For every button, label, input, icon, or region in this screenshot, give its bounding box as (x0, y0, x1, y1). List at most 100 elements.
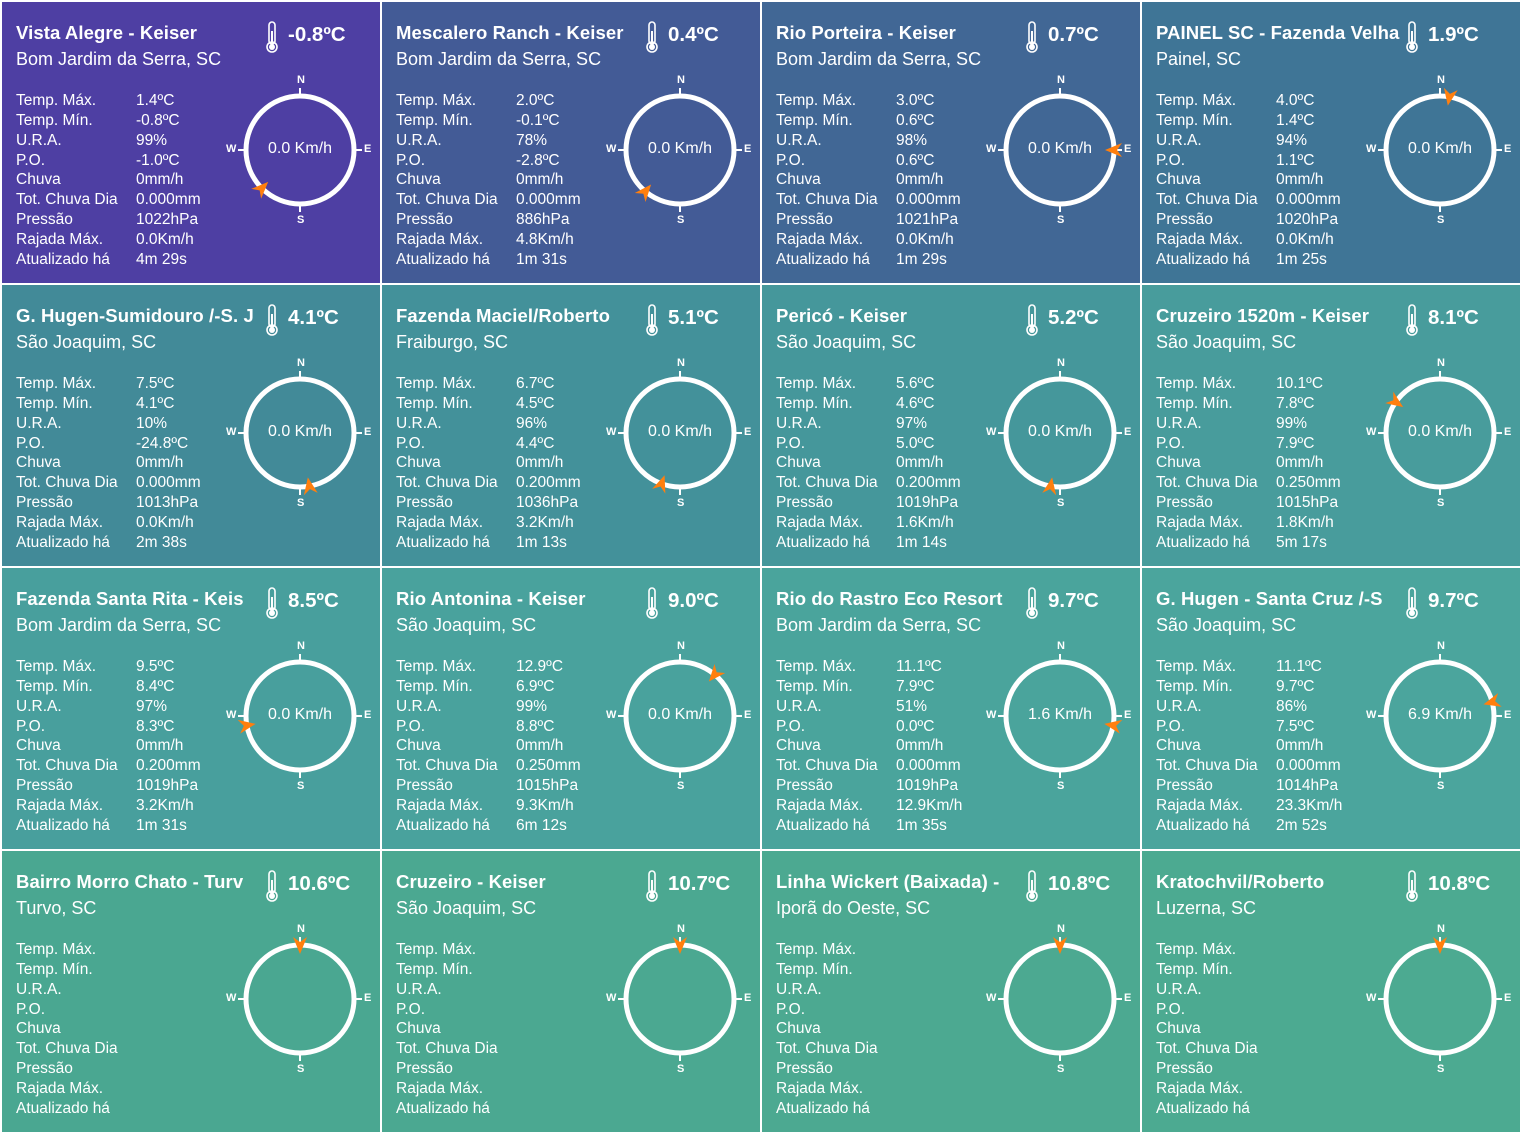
stat-value: 0.000mm (1276, 757, 1341, 775)
station-city: São Joaquim, SC (1156, 332, 1297, 352)
stat-value: 1014hPa (1276, 777, 1339, 795)
compass-west-label: W (606, 143, 617, 155)
stat-value: 3.0ºC (896, 92, 935, 109)
stat-label: Chuva (396, 1020, 441, 1038)
station-card[interactable]: Bairro Morro Chato - Turv Turvo, SC 10.6… (2, 851, 380, 1132)
station-card[interactable]: PAINEL SC - Fazenda Velha Painel, SC 1.9… (1142, 2, 1520, 283)
stat-value: 0.250mm (516, 757, 581, 775)
wind-speed: 0.0 Km/h (267, 423, 333, 440)
stat-label: Temp. Máx. (396, 658, 477, 675)
thermometer-icon (1025, 21, 1039, 53)
station-card[interactable]: G. Hugen - Santa Cruz /-S São Joaquim, S… (1142, 568, 1520, 849)
compass-west-label: W (986, 992, 997, 1004)
thermometer-icon (265, 587, 279, 619)
stat-value: 0.000mm (136, 474, 201, 492)
stat-value: 99% (516, 697, 548, 715)
stat-value: 7.8ºC (1276, 394, 1315, 412)
stat-label: Rajada Máx. (16, 796, 104, 814)
compass-south-label: S (1437, 497, 1445, 509)
stat-value: 1015hPa (1276, 494, 1339, 512)
stat-label: P.O. (1156, 1000, 1186, 1018)
stat-label: Pressão (776, 1060, 833, 1078)
stat-label: Temp. Máx. (1156, 658, 1237, 675)
stat-label: Temp. Mín. (776, 960, 853, 978)
stat-label: Chuva (776, 454, 821, 472)
current-temperature: 1.9ºC (1428, 23, 1479, 46)
stat-label: U.R.A. (776, 697, 822, 715)
wind-compass: N S W E 0.0 Km/h (220, 353, 371, 513)
station-name: PAINEL SC - Fazenda Velha (1156, 22, 1400, 43)
compass-east-label: E (364, 709, 372, 721)
stat-label: Rajada Máx. (16, 513, 104, 531)
stat-label: Pressão (1156, 211, 1213, 229)
stat-value: 6.7ºC (516, 375, 555, 392)
stat-value: 4.1ºC (136, 394, 175, 412)
stat-value: 0mm/h (516, 171, 564, 189)
stat-label: Chuva (776, 737, 821, 755)
station-card[interactable]: Rio do Rastro Eco Resort Bom Jardim da S… (762, 568, 1140, 849)
stat-label: Pressão (396, 494, 453, 512)
stat-label: Rajada Máx. (396, 1079, 484, 1097)
compass-north-label: N (1437, 923, 1445, 935)
current-temperature: 10.6ºC (288, 872, 351, 895)
stat-label: Temp. Máx. (1156, 92, 1237, 109)
stat-value: 0.0Km/h (896, 230, 954, 248)
station-card[interactable]: Linha Wickert (Baixada) - Iporã do Oeste… (762, 851, 1140, 1132)
compass-west-label: W (226, 426, 237, 438)
stat-value: 5m 17s (1276, 533, 1327, 551)
wind-direction-arrow-icon (1443, 87, 1458, 106)
stat-label: Temp. Mín. (1156, 677, 1233, 695)
current-temperature: 9.7ºC (1428, 589, 1479, 612)
compass-south-label: S (1437, 1063, 1445, 1075)
stat-label: Temp. Mín. (16, 960, 93, 978)
stat-label: Temp. Máx. (16, 658, 97, 675)
stat-value: 0.0Km/h (136, 513, 194, 531)
station-card[interactable]: Fazenda Santa Rita - Keis Bom Jardim da … (2, 568, 380, 849)
compass-east-label: E (744, 709, 752, 721)
wind-speed: 6.9 Km/h (1407, 706, 1473, 723)
stat-label: U.R.A. (396, 414, 442, 432)
stat-label: Tot. Chuva Dia (16, 191, 118, 209)
station-card[interactable]: Rio Antonina - Keiser São Joaquim, SC 9.… (382, 568, 760, 849)
stat-label: Temp. Mín. (776, 677, 853, 695)
stat-label: Chuva (396, 737, 441, 755)
stat-value: -0.8ºC (136, 111, 180, 129)
station-card[interactable]: Vista Alegre - Keiser Bom Jardim da Serr… (2, 2, 380, 283)
current-temperature: 4.1ºC (288, 306, 339, 329)
stat-label: U.R.A. (1156, 131, 1202, 149)
stat-label: Rajada Máx. (776, 513, 864, 531)
stat-value: 4.8Km/h (516, 230, 574, 248)
station-name: Bairro Morro Chato - Turv (16, 871, 244, 892)
stat-label: Tot. Chuva Dia (16, 474, 118, 492)
stat-label: Temp. Máx. (776, 92, 857, 109)
station-card[interactable]: Mescalero Ranch - Keiser Bom Jardim da S… (382, 2, 760, 283)
station-card[interactable]: Cruzeiro - Keiser São Joaquim, SC 10.7ºC… (382, 851, 760, 1132)
station-card[interactable]: G. Hugen-Sumidouro /-S. J São Joaquim, S… (2, 285, 380, 566)
stat-label: U.R.A. (396, 131, 442, 149)
stat-value: 9.3Km/h (516, 796, 574, 814)
station-card[interactable]: Pericó - Keiser São Joaquim, SC 5.2ºC Te… (762, 285, 1140, 566)
stat-value: 4.0ºC (1276, 92, 1315, 109)
stat-label: U.R.A. (1156, 697, 1202, 715)
wind-compass: N S W E 0.0 Km/h (980, 70, 1131, 230)
station-card[interactable]: Cruzeiro 1520m - Keiser São Joaquim, SC … (1142, 285, 1520, 566)
station-name: G. Hugen - Santa Cruz /-S (1156, 588, 1383, 609)
compass-south-label: S (297, 497, 305, 509)
stat-label: Atualizado há (776, 250, 870, 268)
station-card[interactable]: Rio Porteira - Keiser Bom Jardim da Serr… (762, 2, 1140, 283)
thermometer-icon (1025, 587, 1039, 619)
stat-value: 1m 29s (896, 250, 947, 268)
station-card[interactable]: Fazenda Maciel/Roberto Fraiburgo, SC 5.1… (382, 285, 760, 566)
station-card[interactable]: Kratochvil/Roberto Luzerna, SC 10.8ºC Te… (1142, 851, 1520, 1132)
stat-value: 94% (1276, 131, 1308, 149)
stat-label: Pressão (776, 494, 833, 512)
current-temperature: 10.8ºC (1428, 872, 1491, 895)
stat-value: 1019hPa (136, 777, 199, 795)
stat-value: 1015hPa (516, 777, 579, 795)
wind-compass: N S W E 0.0 Km/h (220, 636, 372, 796)
stat-label: P.O. (1156, 717, 1186, 735)
stat-label: Chuva (1156, 1020, 1201, 1038)
stat-label: Temp. Mín. (396, 394, 473, 412)
station-name: Fazenda Santa Rita - Keis (16, 588, 244, 609)
compass-south-label: S (297, 1063, 305, 1075)
